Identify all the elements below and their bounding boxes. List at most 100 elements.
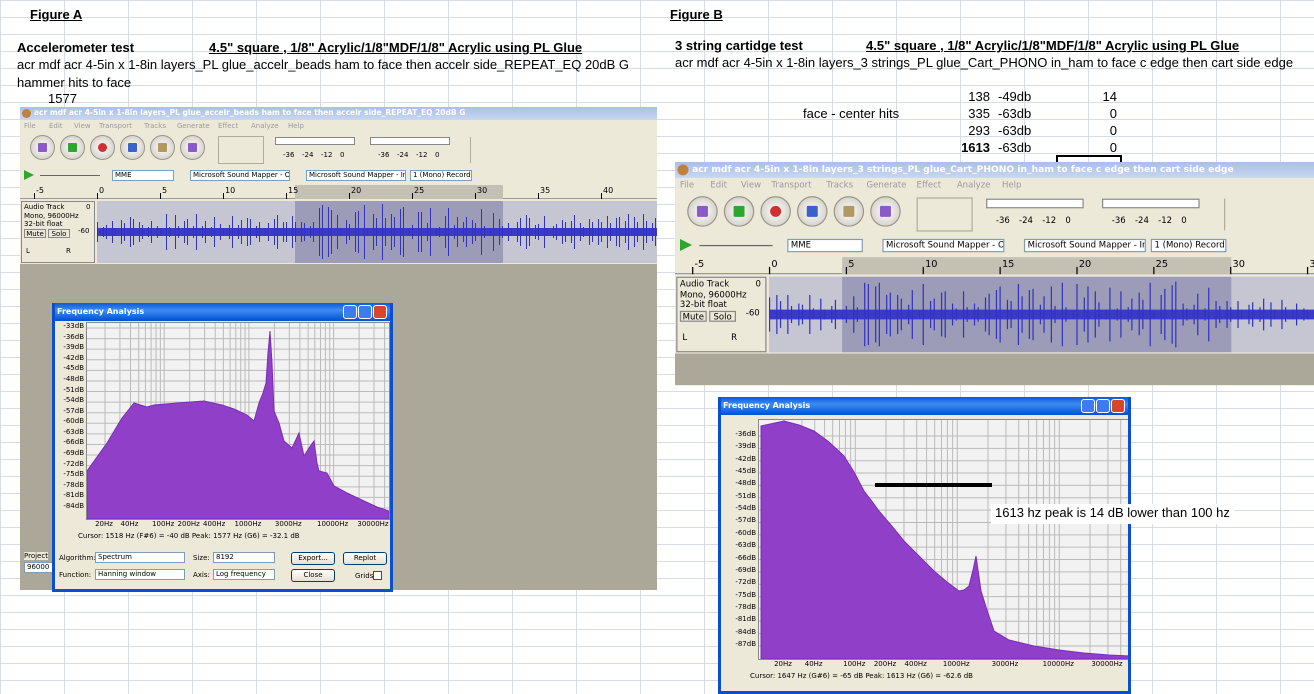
meter-tick: -12 <box>416 151 428 159</box>
transport-button[interactable] <box>797 196 828 227</box>
waveform-spike <box>529 218 530 246</box>
menu-item[interactable]: Help <box>1001 180 1022 191</box>
input-select[interactable]: Microsoft Sound Mapper - Inpu <box>1023 238 1146 253</box>
waveform-spike <box>418 211 419 253</box>
window-button[interactable] <box>343 305 357 319</box>
function-select[interactable]: Hanning window <box>95 569 185 580</box>
mute-button[interactable]: Mute <box>24 229 46 238</box>
menu-item[interactable]: Effect <box>218 122 239 130</box>
menu-item[interactable]: File <box>24 122 36 130</box>
button-icon <box>843 205 855 217</box>
solo-button[interactable]: Solo <box>48 229 70 238</box>
waveform-spike <box>1153 310 1155 319</box>
grids-checkbox[interactable] <box>373 571 382 580</box>
button-icon <box>770 205 782 217</box>
waveform-spike <box>1032 288 1034 341</box>
menu-item[interactable]: Edit <box>49 122 63 130</box>
host-select[interactable]: MME <box>787 238 863 253</box>
close-button[interactable]: Close <box>291 569 335 582</box>
menu-item[interactable]: Generate <box>177 122 210 130</box>
rate-box[interactable]: 96000 <box>24 562 54 573</box>
input-select[interactable]: Microsoft Sound Mapper - Inpu <box>306 170 406 181</box>
channels-select[interactable]: 1 (Mono) Recordir <box>1150 238 1227 253</box>
menu-item[interactable]: Tracks <box>826 180 854 191</box>
waveform-spike <box>1094 290 1096 338</box>
transport-button[interactable] <box>687 196 718 227</box>
button-icon <box>128 143 137 152</box>
menu-item[interactable]: Generate <box>866 180 907 191</box>
algorithm-select[interactable]: Spectrum <box>95 552 185 563</box>
tools <box>916 197 973 232</box>
menu-item[interactable]: File <box>679 180 695 191</box>
waveform-spike <box>382 204 383 260</box>
x-tick-label: 20Hz <box>95 520 113 528</box>
menu-item[interactable]: Help <box>288 122 304 130</box>
menu-item[interactable]: Analyze <box>956 180 991 191</box>
waveform-spike <box>988 294 990 335</box>
button-icon <box>696 205 708 217</box>
replot-button[interactable]: Replot <box>343 552 387 565</box>
waveform-spike <box>106 225 107 239</box>
workspace <box>675 353 1314 386</box>
menu-item[interactable]: Analyze <box>251 122 279 130</box>
x-tick-label: 20Hz <box>774 660 792 668</box>
waveform-spike <box>598 218 599 246</box>
x-tick-label: 200Hz <box>177 520 200 528</box>
transport-button[interactable] <box>833 196 865 227</box>
waveform-spike <box>427 223 428 241</box>
play-button[interactable] <box>679 238 693 252</box>
waveform-spike <box>922 284 924 345</box>
export-button[interactable]: Export... <box>291 552 335 565</box>
y-tick-label: -45dB <box>735 467 756 476</box>
waveform-spike <box>256 225 257 239</box>
channels-select[interactable]: 1 (Mono) Recordir <box>410 170 472 181</box>
waveform-spike <box>112 221 113 243</box>
window-button[interactable] <box>1081 399 1095 413</box>
waveform-spike <box>493 213 494 251</box>
axis-select[interactable]: Log frequency <box>213 569 275 580</box>
transport-button[interactable] <box>90 135 115 160</box>
window-button[interactable] <box>1111 399 1125 413</box>
pan-left: L <box>682 332 688 343</box>
x-tick-label: 1000Hz <box>942 660 970 668</box>
y-tick-label: -72dB <box>735 578 756 587</box>
waveform-spike <box>502 226 503 238</box>
menu-item[interactable]: Transport <box>99 122 132 130</box>
menu-item[interactable]: Edit <box>710 180 727 191</box>
transport-button[interactable] <box>180 135 205 160</box>
output-select[interactable]: Microsoft Sound Mapper - Outp <box>190 170 290 181</box>
transport-button[interactable] <box>150 135 175 160</box>
waveform-spike <box>517 222 518 242</box>
mute-button[interactable]: Mute <box>679 310 707 322</box>
x-tick-label: 40Hz <box>120 520 139 528</box>
menu-item[interactable]: View <box>74 122 91 130</box>
y-tick-label: -66dB <box>63 438 84 447</box>
window-button[interactable] <box>373 305 387 319</box>
transport-button[interactable] <box>30 135 55 160</box>
waveform-spike <box>526 215 527 249</box>
transport-button[interactable] <box>723 196 755 227</box>
menu-item[interactable]: Transport <box>771 180 812 191</box>
transport-button[interactable] <box>870 196 901 227</box>
x-tick-label: 3000Hz <box>274 520 302 528</box>
menu-item[interactable]: Tracks <box>144 122 166 130</box>
track-depth: 32-bit float <box>679 299 727 310</box>
output-select[interactable]: Microsoft Sound Mapper - Outp <box>882 238 1005 253</box>
waveform-spike <box>574 215 575 249</box>
transport-button[interactable] <box>60 135 85 160</box>
waveform-spike <box>867 283 869 346</box>
transport-button[interactable] <box>760 196 791 227</box>
window-button[interactable] <box>358 305 372 319</box>
window-button[interactable] <box>1096 399 1110 413</box>
waveform-spike <box>445 215 446 249</box>
host-select[interactable]: MME <box>112 170 174 181</box>
menu-item[interactable]: Effect <box>916 180 942 191</box>
table-label: face - center hits <box>803 106 900 121</box>
waveform-spike <box>768 297 771 332</box>
size-select[interactable]: 8192 <box>213 552 275 563</box>
play-button[interactable] <box>24 170 34 180</box>
solo-button[interactable]: Solo <box>709 310 736 322</box>
transport-button[interactable] <box>120 135 145 160</box>
waveform-spike <box>951 303 954 326</box>
menu-item[interactable]: View <box>740 180 762 191</box>
